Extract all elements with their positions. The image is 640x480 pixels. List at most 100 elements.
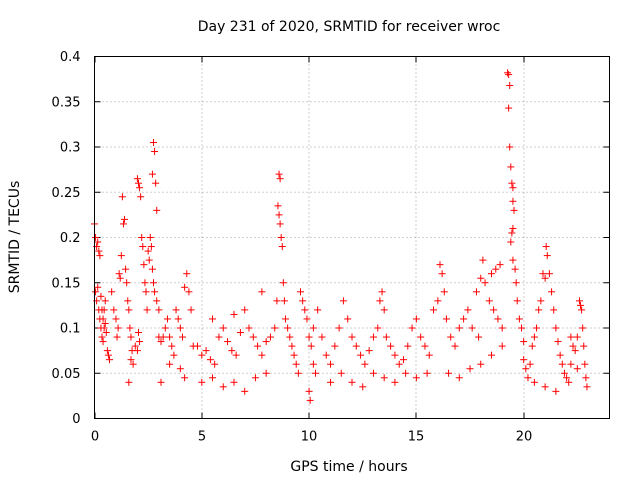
x-tick-label: 10: [301, 430, 318, 445]
data-point: [172, 306, 180, 314]
data-point: [92, 234, 100, 241]
data-point: [312, 369, 320, 377]
data-point: [104, 351, 112, 359]
data-point: [455, 374, 463, 382]
data-point: [541, 274, 549, 282]
data-point: [466, 365, 474, 373]
x-tick-label: 5: [198, 430, 206, 445]
data-point: [380, 306, 388, 314]
data-point: [94, 283, 102, 291]
data-point: [274, 202, 282, 210]
data-point: [556, 351, 564, 359]
data-points: [91, 69, 591, 404]
data-point: [163, 315, 171, 323]
data-point: [412, 315, 420, 323]
data-point: [236, 329, 244, 337]
data-point: [515, 315, 523, 323]
data-point: [583, 383, 591, 391]
data-point: [580, 342, 588, 350]
data-point: [464, 306, 472, 314]
data-point: [440, 288, 448, 296]
data-point: [241, 387, 249, 395]
data-point: [541, 383, 549, 391]
data-point: [101, 319, 109, 327]
data-point: [436, 261, 444, 269]
data-point: [581, 360, 589, 368]
data-point: [481, 279, 489, 287]
data-point: [475, 333, 483, 341]
data-point: [509, 184, 517, 192]
data-point: [276, 175, 284, 183]
data-point: [552, 324, 560, 332]
data-point: [276, 220, 284, 228]
data-point: [95, 247, 103, 255]
data-point: [219, 383, 227, 391]
data-point: [266, 333, 274, 341]
data-point: [292, 360, 300, 368]
data-point: [535, 306, 543, 314]
data-point: [284, 324, 292, 332]
data-point: [537, 297, 545, 305]
data-point: [361, 360, 369, 368]
data-point: [442, 315, 450, 323]
data-point: [290, 351, 298, 359]
data-point: [161, 324, 169, 332]
data-point: [506, 81, 514, 89]
data-point: [185, 288, 193, 296]
data-point: [137, 193, 145, 201]
data-point: [219, 324, 227, 332]
data-point: [322, 351, 330, 359]
data-point: [468, 324, 476, 332]
data-point: [157, 378, 165, 386]
data-point: [318, 333, 326, 341]
data-point: [438, 270, 446, 278]
data-point: [206, 356, 214, 364]
data-point: [477, 360, 485, 368]
data-point: [550, 306, 558, 314]
data-point: [117, 252, 125, 260]
data-point: [297, 288, 304, 296]
data-point: [271, 324, 279, 332]
data-point: [166, 360, 174, 368]
data-point: [155, 306, 163, 314]
y-tick-label: 0.2: [60, 231, 81, 246]
data-point: [262, 338, 270, 346]
data-point: [278, 243, 286, 251]
data-point: [348, 378, 356, 386]
data-point: [148, 170, 156, 178]
x-axis-label: GPS time / hours: [290, 459, 407, 475]
data-point: [412, 374, 420, 382]
y-tick-label: 0.4: [60, 50, 81, 65]
data-point: [554, 338, 562, 346]
data-point: [520, 356, 528, 364]
data-point: [112, 315, 120, 323]
x-tick-labels: 0 5 10 15 20: [91, 430, 532, 445]
data-point: [151, 148, 159, 156]
data-point: [423, 369, 431, 377]
data-point: [327, 360, 335, 368]
data-point: [451, 342, 459, 350]
data-point: [280, 297, 288, 305]
data-point: [579, 324, 587, 332]
data-point: [560, 369, 568, 377]
data-point: [134, 329, 142, 337]
data-point: [530, 378, 538, 386]
data-point: [520, 338, 528, 346]
data-point: [232, 351, 240, 359]
data-point: [494, 315, 502, 323]
data-point: [421, 342, 429, 350]
data-point: [387, 342, 395, 350]
data-point: [509, 197, 517, 205]
data-point: [306, 396, 314, 404]
data-point: [181, 374, 189, 382]
data-point: [498, 342, 506, 350]
data-point: [241, 306, 249, 314]
data-point: [139, 243, 147, 251]
data-point: [301, 306, 309, 314]
y-tick-label: 0.1: [60, 322, 81, 337]
data-point: [369, 369, 377, 377]
data-point: [228, 347, 236, 355]
data-point: [106, 356, 114, 364]
data-point: [183, 270, 191, 278]
data-point: [209, 315, 217, 323]
